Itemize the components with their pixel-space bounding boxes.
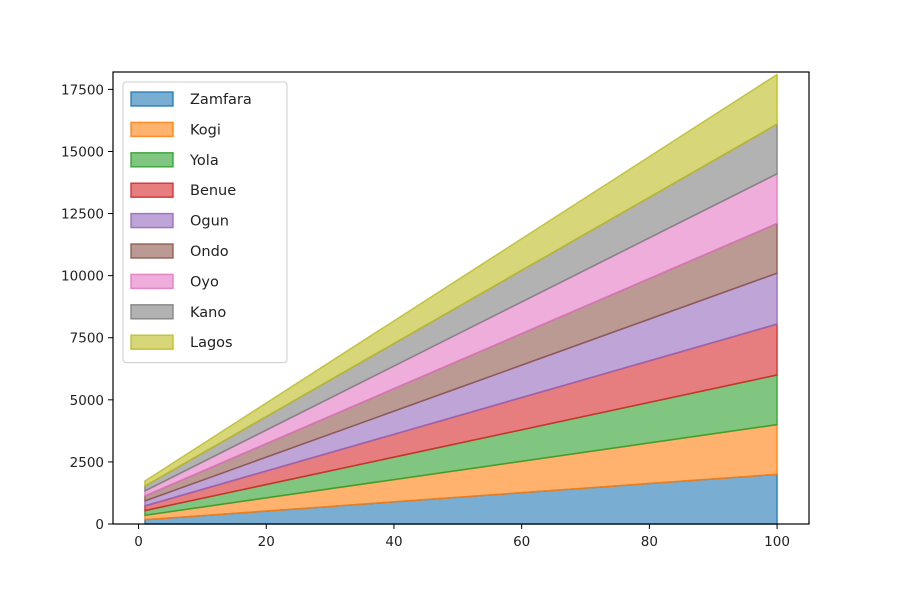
- legend-label-ondo: Ondo: [190, 244, 229, 260]
- legend-swatch-lagos: [130, 334, 174, 350]
- legend-label-yola: Yola: [189, 153, 219, 169]
- x-tick-label: 80: [641, 534, 658, 550]
- y-tick-label: 0: [95, 517, 104, 533]
- legend: Zamfara Kogi Yola Benue Ogun Ondo Oyo Kano Lagos: [122, 81, 288, 364]
- legend-label-zamfara: Zamfara: [190, 92, 252, 108]
- y-tick-label: 7500: [70, 331, 104, 347]
- legend-swatch-ondo: [130, 243, 174, 259]
- legend-label-kano: Kano: [190, 305, 226, 321]
- legend-label-oyo: Oyo: [190, 274, 219, 290]
- y-tick-label: 2500: [70, 455, 104, 471]
- y-tick-label: 12500: [61, 207, 104, 223]
- x-tick-label: 20: [258, 534, 275, 550]
- legend-swatch-oyo: [130, 273, 174, 290]
- legend-swatch-zamfara: [130, 91, 174, 107]
- area-layers: [144, 73, 778, 525]
- y-axis: 0 2500 5000 7500 10000 12500 15000 17500: [61, 82, 113, 533]
- y-tick-label: 17500: [61, 82, 104, 98]
- legend-label-kogi: Kogi: [190, 122, 221, 138]
- legend-label-ogun: Ogun: [190, 214, 229, 230]
- x-axis: 0 20 40 60 80 100: [134, 524, 790, 550]
- x-tick-label: 40: [385, 534, 402, 550]
- y-tick-label: 5000: [70, 393, 104, 409]
- x-tick-label: 0: [134, 534, 143, 550]
- legend-swatch-kogi: [130, 121, 174, 138]
- plot-frame: [112, 71, 810, 525]
- legend-swatch-kano: [130, 304, 174, 320]
- legend-swatch-yola: [130, 152, 174, 168]
- legend-swatch-ogun: [130, 212, 174, 229]
- x-tick-label: 100: [764, 534, 790, 550]
- legend-label-benue: Benue: [190, 183, 236, 199]
- y-tick-label: 10000: [61, 269, 104, 285]
- area-lagos: [144, 73, 778, 487]
- legend-swatch-benue: [130, 182, 174, 198]
- legend-label-lagos: Lagos: [190, 335, 233, 351]
- y-tick-label: 15000: [61, 144, 104, 160]
- x-tick-label: 60: [513, 534, 530, 550]
